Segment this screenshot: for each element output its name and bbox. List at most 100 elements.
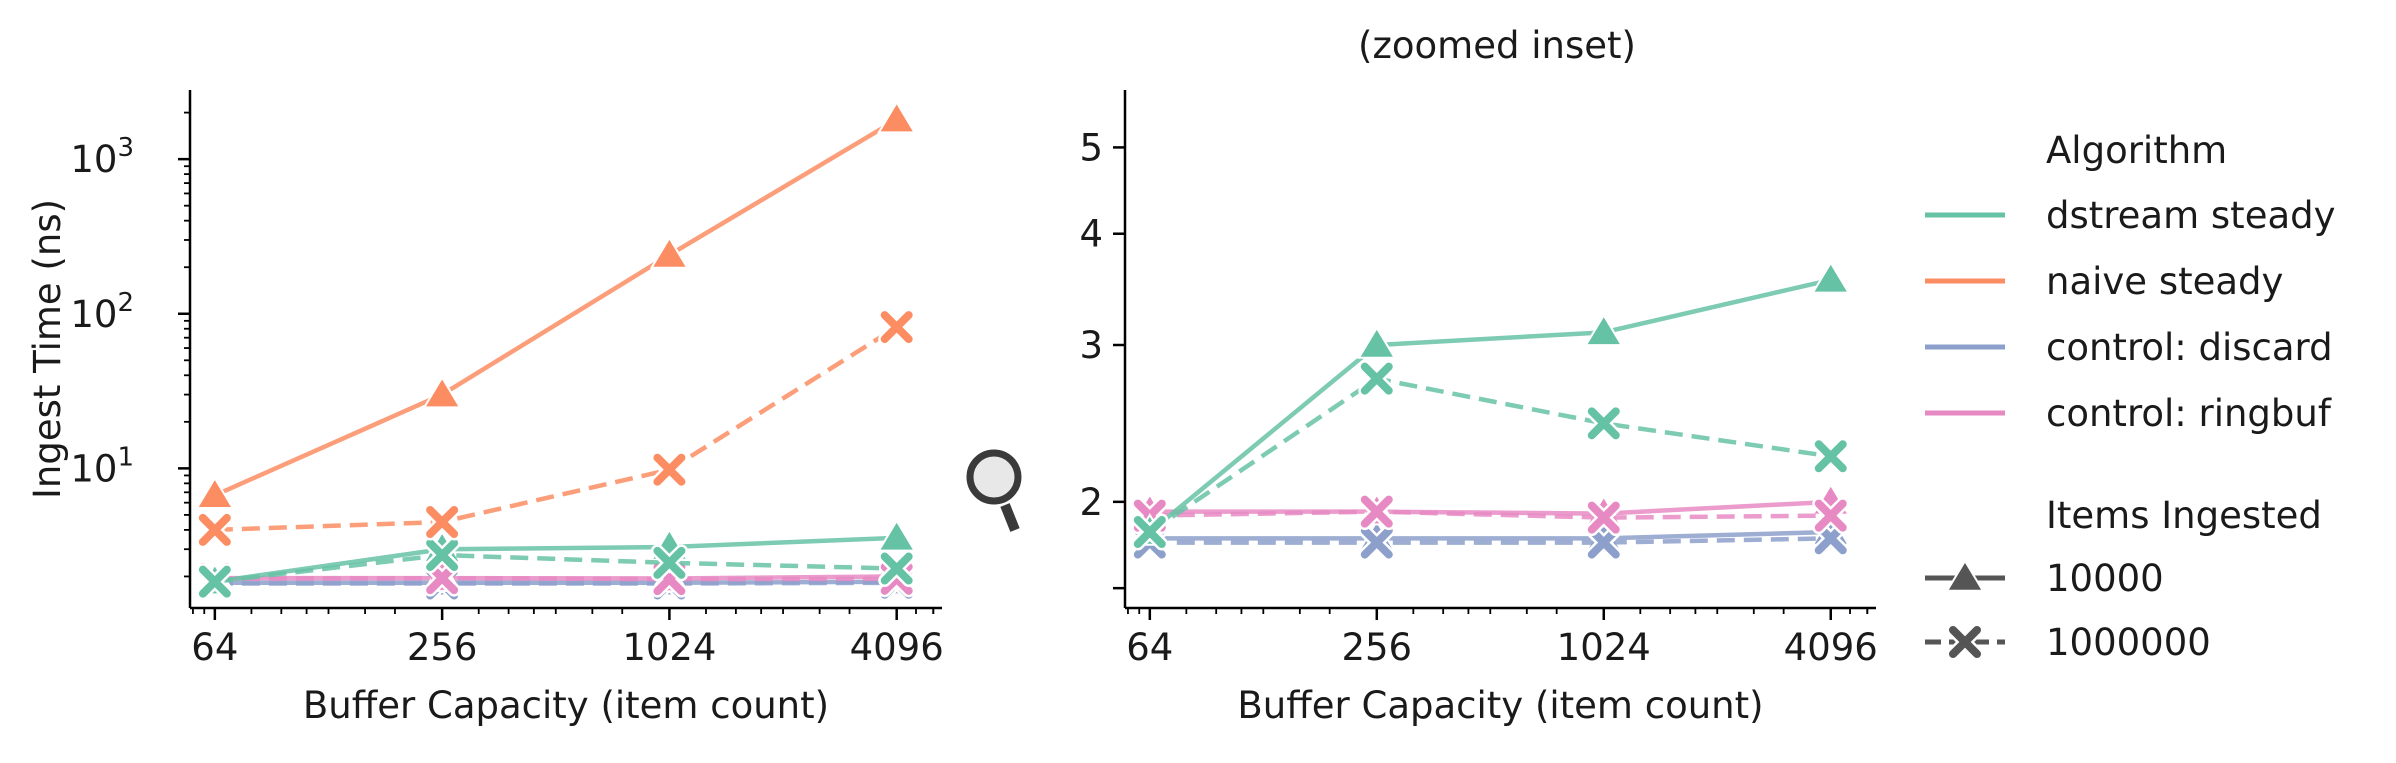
series-dstream-steady-1000000-marker-stroke — [426, 539, 459, 572]
y-tick-base: 10 — [70, 293, 117, 336]
series-control-ringbuf-1000000-marker-stroke — [1814, 499, 1847, 532]
series-dstream-steady-1000000-line — [214, 552, 897, 584]
y-tick-exponent: 1 — [117, 442, 134, 472]
legend-label-control-discard: control: discard — [2046, 326, 2333, 369]
series-control-ringbuf-1000000-marker — [1812, 497, 1850, 535]
series-dstream-steady-10000 — [1130, 260, 1851, 546]
series-dstream-steady-10000-marker — [1584, 313, 1624, 347]
y-tick-label: 4 — [1079, 213, 1103, 256]
y-tick-label: 5 — [1079, 126, 1103, 169]
series-naive-steady-10000-marker — [422, 375, 462, 409]
series-control-ringbuf-1000000-marker — [1585, 499, 1623, 537]
series-control-ringbuf-1000000 — [1131, 493, 1850, 537]
legend-style-title: Items Ingested — [2046, 494, 2322, 537]
magnifying-glass-icon — [966, 449, 1022, 532]
series-dstream-steady-1000000-marker-stroke — [1814, 440, 1847, 473]
series-control-discard-1000000-line — [214, 580, 897, 586]
series-dstream-steady-1000000-marker-stroke — [1133, 516, 1166, 549]
series-naive-steady-10000-marker — [877, 100, 917, 134]
series-dstream-steady-1000000 — [196, 536, 916, 601]
series-naive-steady-1000000-marker — [650, 451, 688, 489]
series-control-ringbuf-10000-line — [1149, 499, 1831, 516]
series-naive-steady-10000-marker — [195, 476, 235, 510]
series-control-discard-10000 — [1130, 513, 1851, 553]
x-tick-label: 256 — [407, 626, 478, 669]
series-dstream-steady-10000-marker — [1357, 326, 1397, 359]
left-panel: 64 256 1024 4096 Buffer Capacity (item count… — [26, 90, 944, 727]
series-dstream-steady-1000000-marker — [1585, 404, 1623, 442]
right-panel-title: (zoomed inset) — [1358, 24, 1636, 67]
series-dstream-steady-1000000-marker — [650, 544, 688, 582]
series-dstream-steady-10000-line — [1148, 277, 1832, 534]
legend-style-10000-label: 10000 — [2046, 557, 2164, 600]
series-dstream-steady-10000-marker — [1811, 260, 1851, 294]
series-dstream-steady-1000000 — [1131, 360, 1850, 551]
series-naive-steady-10000 — [195, 100, 917, 510]
series-dstream-steady-10000-marker — [877, 518, 917, 552]
series-naive-steady-1000000-marker — [878, 308, 916, 346]
y-tick-label: 3 — [1079, 324, 1103, 367]
series-dstream-steady-10000-line — [214, 535, 897, 584]
series-dstream-steady-1000000-marker — [878, 550, 916, 588]
x-tick-label: 256 — [1341, 626, 1412, 669]
x-tick-label: 1024 — [1557, 626, 1651, 669]
y-axis-label: Ingest Time (ns) — [26, 199, 69, 499]
magnifier — [966, 449, 1022, 532]
series-control-ringbuf-1000000-marker-stroke — [1360, 495, 1393, 528]
legend: Algorithm dstream steady naive steady cont… — [1925, 129, 2336, 664]
y-tick-exponent: 3 — [117, 133, 134, 163]
series-naive-steady-10000-marker — [649, 236, 690, 269]
legend-label-dstream-steady: dstream steady — [2046, 194, 2336, 237]
series-control-ringbuf-10000 — [1130, 482, 1851, 528]
y-tick-label: 2 — [1079, 481, 1103, 524]
y-tick-label: 102 — [70, 288, 134, 336]
x-tick-label: 4096 — [850, 626, 944, 669]
legend-label-control-ringbuf: control: ringbuf — [2046, 392, 2332, 435]
x-tick-label: 1024 — [622, 626, 716, 669]
y-tick-label: 101 — [70, 442, 134, 490]
series-control-discard-1000000 — [1131, 519, 1850, 562]
series-control-discard-1000000-marker — [1358, 524, 1396, 562]
series-dstream-steady-1000000-marker-stroke — [1587, 407, 1620, 440]
series-naive-steady-1000000-marker-stroke — [653, 453, 686, 486]
series-naive-steady-1000000 — [196, 308, 916, 549]
x-axis-label: Buffer Capacity (item count) — [303, 684, 829, 727]
series-dstream-steady-1000000-marker — [196, 563, 234, 601]
series-dstream-steady-1000000-marker — [1812, 437, 1850, 475]
series-dstream-steady-1000000-marker — [1358, 360, 1396, 398]
series-naive-steady-1000000-line — [214, 325, 898, 533]
y-tick-base: 10 — [70, 138, 117, 181]
series-dstream-steady-1000000-marker-stroke — [1360, 362, 1393, 395]
legend-style-1000000-marker — [1946, 623, 1984, 661]
series-naive-steady-10000-line — [213, 117, 898, 498]
legend-style-1000000-label: 1000000 — [2046, 621, 2211, 664]
y-tick-exponent: 2 — [117, 288, 134, 318]
x-tick-label: 64 — [1126, 626, 1173, 669]
series-dstream-steady-1000000-marker-stroke — [880, 552, 913, 585]
series-dstream-steady-1000000-line — [1148, 376, 1832, 534]
series-naive-steady-1000000-marker — [423, 503, 461, 541]
series-dstream-steady-1000000-marker — [1131, 513, 1169, 551]
x-tick-label: 4096 — [1784, 626, 1878, 669]
legend-style-1000000-marker-stroke — [1949, 626, 1981, 658]
series-naive-steady-1000000-marker-stroke — [426, 505, 459, 538]
x-tick-label: 64 — [191, 626, 238, 669]
series-control-ringbuf-1000000-line — [1149, 509, 1831, 520]
series-control-discard-10000-line — [1149, 529, 1831, 541]
series-naive-steady-1000000-marker — [196, 511, 234, 549]
series-naive-steady-1000000-marker-stroke — [880, 311, 913, 344]
x-axis-label: Buffer Capacity (item count) — [1237, 684, 1763, 727]
series-dstream-steady-1000000-marker-stroke — [198, 565, 231, 598]
series-control-ringbuf-1000000-marker-stroke — [1587, 501, 1620, 534]
series-naive-steady-1000000-marker-stroke — [198, 513, 231, 546]
y-tick-label: 103 — [70, 133, 134, 181]
y-tick-base: 10 — [70, 447, 117, 490]
legend-label-naive-steady: naive steady — [2046, 260, 2283, 303]
legend-hue-title: Algorithm — [2046, 129, 2227, 172]
series-dstream-steady-1000000-marker-stroke — [653, 546, 686, 579]
series-control-ringbuf-10000 — [195, 557, 917, 593]
series-control-ringbuf-1000000-line — [214, 575, 897, 582]
series-control-ringbuf-1000000-marker — [1358, 493, 1396, 531]
right-panel: 64 256 1024 4096 Buffer Capacity (item count… — [1079, 90, 1878, 727]
